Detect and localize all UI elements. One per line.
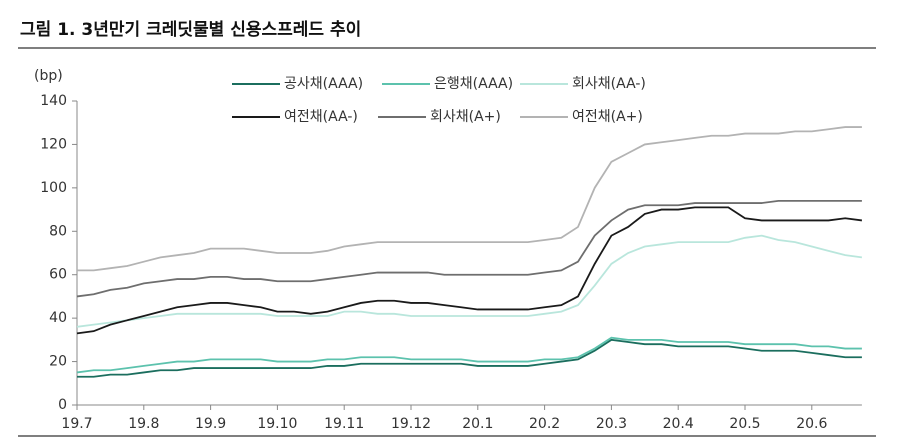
x-tick-label: 19.11: [324, 416, 364, 432]
x-tick-label: 19.8: [128, 416, 159, 432]
x-tick-label: 19.7: [61, 416, 92, 432]
y-tick-label: 40: [49, 310, 67, 326]
legend-label: 은행채(AAA): [434, 76, 513, 92]
x-tick-label: 20.5: [729, 416, 760, 432]
legend-label: 회사채(A+): [430, 109, 501, 125]
legend-label: 여전채(AA-): [284, 109, 358, 125]
x-tick-label: 20.3: [596, 416, 627, 432]
y-tick-label: 60: [49, 267, 67, 283]
y-axis-label: (bp): [34, 68, 63, 84]
y-tick-label: 140: [40, 93, 67, 109]
x-tick-label: 19.10: [257, 416, 297, 432]
x-tick-label: 20.6: [796, 416, 827, 432]
legend-label: 공사채(AAA): [284, 76, 363, 92]
x-tick-label: 20.1: [462, 416, 493, 432]
series-line: [76, 234, 863, 328]
x-tick-label: 20.4: [663, 416, 694, 432]
legend-label: 여전채(A+): [572, 109, 643, 125]
series-line: [76, 336, 862, 374]
y-tick-label: 20: [49, 354, 67, 370]
x-tick-label: 20.2: [529, 416, 560, 432]
x-tick-label: 19.9: [195, 416, 226, 432]
series-line: [76, 206, 863, 335]
y-tick-label: 120: [40, 136, 67, 152]
chart-title: 그림 1. 3년만기 크레딧물별 신용스프레드 추이: [20, 20, 361, 40]
y-tick-label: 80: [49, 223, 67, 239]
series-line: [77, 126, 862, 272]
y-tick-label: 100: [40, 180, 67, 196]
series-line: [77, 338, 862, 378]
series-line: [76, 199, 862, 298]
y-tick-label: 0: [58, 397, 67, 413]
x-tick-label: 19.12: [391, 416, 431, 432]
legend-label: 회사채(AA-): [572, 76, 646, 92]
